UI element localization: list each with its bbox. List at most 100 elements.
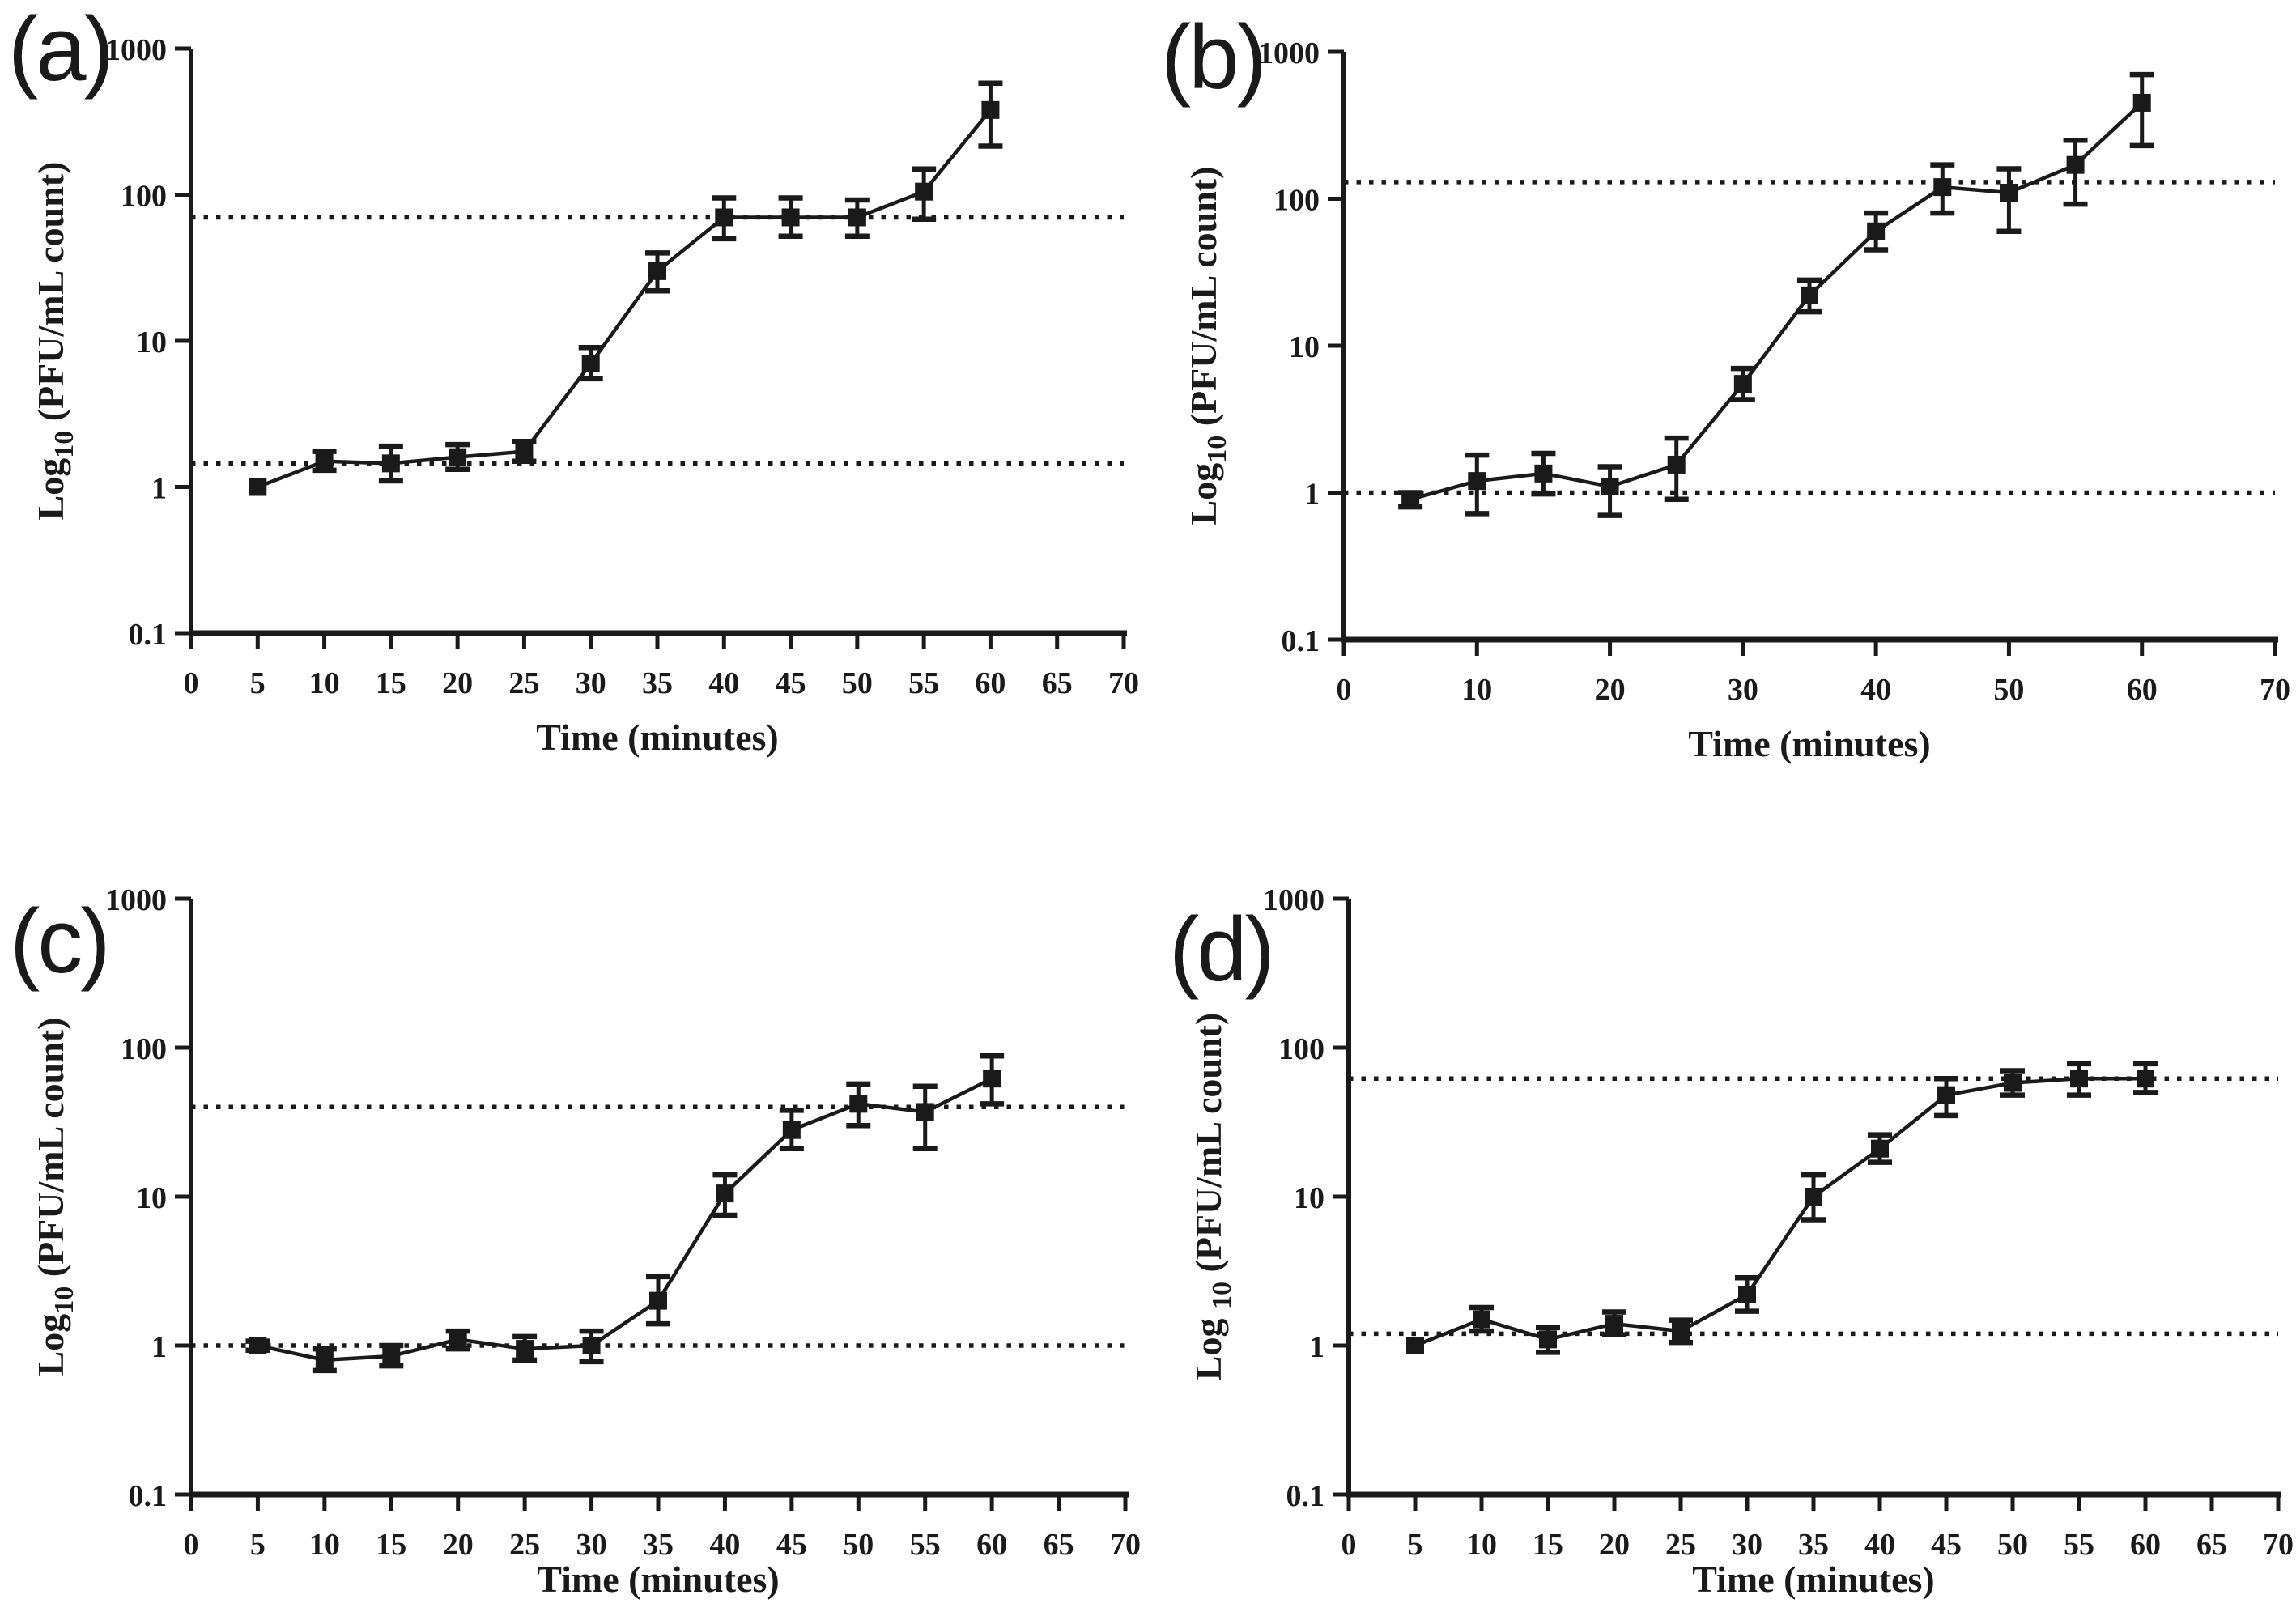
x-tick-label: 45 xyxy=(776,1528,807,1562)
x-axis-title: Time (minutes) xyxy=(1688,723,1930,764)
x-tick-label: 40 xyxy=(709,1528,740,1562)
data-point xyxy=(1738,1285,1756,1303)
data-point xyxy=(582,1337,601,1354)
x-tick-label: 65 xyxy=(2196,1528,2227,1562)
data-point xyxy=(381,454,400,473)
data-point xyxy=(1801,286,1818,304)
data-point xyxy=(716,1184,734,1203)
chart-c: 0.1 1 10 100 1000 0 5 10 15 20 25 30 35 40 45 50 55 60 65 7… xyxy=(30,883,1141,1600)
reference-lines xyxy=(1349,1076,2278,1337)
x-tick-label: 0 xyxy=(184,666,199,700)
data-point xyxy=(515,442,534,461)
data-point xyxy=(848,208,866,227)
data-point xyxy=(2000,183,2018,202)
data-point xyxy=(648,262,666,280)
x-tick-label: 55 xyxy=(2064,1528,2094,1562)
x-tick-label: 50 xyxy=(843,1528,874,1562)
series-line xyxy=(1414,1076,2145,1348)
x-tick-label: 0 xyxy=(1337,673,1352,707)
x-tick-label: 5 xyxy=(250,666,266,700)
axes: 0.1 1 10 100 1000 0 5 10 15 20 25 30 35 40 45 50 55 60 65 7… xyxy=(30,33,1139,758)
y-tick-label: 10 xyxy=(1294,1181,1324,1215)
data-point xyxy=(315,452,334,470)
data-point xyxy=(1805,1188,1822,1206)
x-tick-label: 10 xyxy=(1466,1528,1497,1562)
data-point xyxy=(1672,1322,1690,1341)
data-point xyxy=(516,1340,534,1359)
panel-a: (a) 0.1 1 10 100 1000 0 5 10 15 20 25 30 35 40 45 50 55 6… xyxy=(0,0,1148,808)
y-axis-title: Log10 (PFU/mL count) xyxy=(1183,167,1232,525)
reference-lines xyxy=(191,215,1124,466)
y-tick-label: 1000 xyxy=(1258,36,1320,70)
y-tick-label: 1 xyxy=(1304,478,1320,512)
y-tick-label: 10 xyxy=(1289,330,1320,364)
data-point xyxy=(915,182,933,201)
x-tick-label: 70 xyxy=(2260,673,2290,707)
data-point xyxy=(1468,472,1486,491)
data-point xyxy=(382,1346,401,1365)
axes: 0.1 1 10 100 1000 0 5 10 15 20 25 30 35 40 45 50 55 60 65 7… xyxy=(30,883,1141,1600)
data-point xyxy=(249,478,267,496)
panel-label-a: (a) xyxy=(8,0,114,100)
data-point xyxy=(249,1337,267,1354)
x-axis-title: Time (minutes) xyxy=(1692,1559,1934,1600)
x-tick-label: 10 xyxy=(309,1528,340,1562)
y-tick-label: 1000 xyxy=(105,33,167,67)
x-tick-label: 45 xyxy=(776,666,806,700)
x-tick-label: 30 xyxy=(1732,1528,1762,1562)
x-tick-label: 70 xyxy=(2263,1528,2294,1562)
y-tick-label: 0.1 xyxy=(1282,624,1320,658)
x-tick-label: 35 xyxy=(642,666,673,700)
y-axis-title: Log10 (PFU/mL count) xyxy=(30,1018,79,1376)
data-series xyxy=(249,80,1003,496)
x-tick-label: 60 xyxy=(2130,1528,2161,1562)
y-tick-label: 1 xyxy=(151,472,167,506)
reference-lines xyxy=(191,1104,1125,1348)
x-tick-label: 40 xyxy=(1860,673,1891,707)
x-tick-label: 15 xyxy=(376,666,406,700)
panel-label-d: (d) xyxy=(1169,899,1275,1000)
data-point xyxy=(981,100,1000,119)
x-tick-label: 60 xyxy=(975,666,1006,700)
y-tick-label: 1 xyxy=(1309,1330,1324,1364)
data-point xyxy=(581,354,600,372)
data-point xyxy=(449,448,467,466)
data-point xyxy=(1937,1086,1955,1104)
x-tick-label: 50 xyxy=(1993,673,2024,707)
x-tick-label: 70 xyxy=(1110,1528,1141,1562)
x-tick-label: 0 xyxy=(184,1528,199,1562)
x-tick-label: 55 xyxy=(910,1528,941,1562)
reference-lines xyxy=(1344,180,2275,495)
data-point xyxy=(2070,1070,2088,1088)
y-tick-label: 0.1 xyxy=(129,618,168,652)
x-tick-label: 60 xyxy=(2127,673,2158,707)
data-point xyxy=(1871,1139,1889,1158)
data-point xyxy=(2004,1074,2022,1092)
x-tick-label: 20 xyxy=(1599,1528,1630,1562)
data-point xyxy=(2137,1070,2154,1088)
x-tick-label: 50 xyxy=(1997,1528,2028,1562)
chart-d: 0.1 1 10 100 1000 0 5 10 15 20 25 30 35 40 45 50 55 60 65 7… xyxy=(1188,883,2294,1600)
data-point xyxy=(1473,1310,1490,1329)
y-tick-label: 10 xyxy=(136,325,167,359)
x-tick-label: 20 xyxy=(1595,673,1626,707)
panel-b: (b) 0.1 1 10 100 1000 0 10 20 30 40 50 60 70 Time (mi… xyxy=(1148,0,2296,808)
data-point xyxy=(315,1350,334,1369)
x-tick-label: 50 xyxy=(842,666,873,700)
x-tick-label: 5 xyxy=(250,1528,266,1562)
x-tick-label: 25 xyxy=(508,666,539,700)
y-tick-label: 100 xyxy=(121,180,167,214)
data-point xyxy=(1605,1315,1623,1333)
x-tick-label: 25 xyxy=(1665,1528,1696,1562)
y-tick-label: 100 xyxy=(1278,1032,1324,1066)
data-point xyxy=(2132,93,2151,112)
panel-d: (d) 0.1 1 10 100 1000 0 5 10 15 20 25 30 35 40 45 50 55 6… xyxy=(1148,808,2296,1616)
x-tick-label: 70 xyxy=(1108,666,1139,700)
x-tick-label: 20 xyxy=(442,666,473,700)
chart-b: 0.1 1 10 100 1000 0 10 20 30 40 50 60 70 Time (minute… xyxy=(1183,36,2290,764)
x-axis-title: Time (minutes) xyxy=(536,717,778,758)
data-point xyxy=(715,208,733,227)
x-tick-label: 25 xyxy=(509,1528,540,1562)
series-line xyxy=(1409,101,2144,501)
